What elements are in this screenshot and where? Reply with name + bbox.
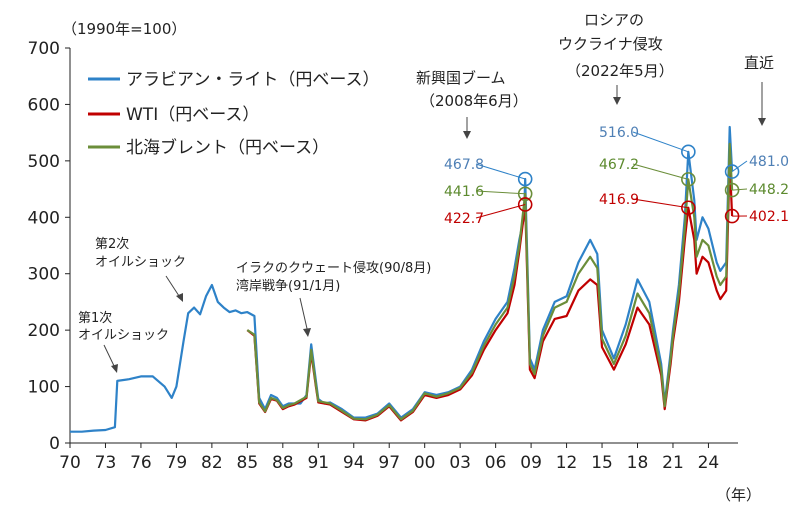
leader-line (632, 163, 689, 180)
x-tick-label: 76 (130, 453, 152, 473)
legend-label-arabian: アラビアン・ライト（円ベース） (126, 70, 379, 90)
series-layer (70, 125, 734, 433)
value-label-2008-brent: 441.6 (444, 184, 484, 200)
annotation-latest: 直近 (744, 54, 774, 126)
svg-text:オイルショック: オイルショック (95, 255, 186, 270)
x-tick-label: 97 (378, 453, 400, 473)
leader-line (731, 160, 748, 172)
value-label-2022-brent: 467.2 (599, 157, 639, 173)
svg-text:新興国ブーム: 新興国ブーム (416, 69, 506, 87)
value-labels: 467.8 441.6 422.7 516.0 467.2 416.9 481.… (444, 125, 789, 227)
annotation-oil-shock-1: 第1次 オイルショック (78, 310, 169, 373)
x-tick-label: 21 (662, 453, 684, 473)
legend: アラビアン・ライト（円ベース） WTI（円ベース） 北海ブレント（円ベース） (88, 70, 379, 158)
value-label-latest-brent: 448.2 (749, 182, 789, 198)
y-tick-label: 300 (28, 265, 60, 285)
x-tick-label: 12 (556, 453, 578, 473)
x-tick-label: 70 (59, 453, 81, 473)
x-tick-label: 79 (166, 453, 188, 473)
axes: 0 100 200 300 400 500 600 700 70 73 76 79 82 85 88 91 94… (28, 39, 738, 473)
peak-marker (517, 197, 533, 212)
annotation-russia: ロシアの ウクライナ侵攻 （2022年5月） (558, 11, 674, 105)
svg-text:イラクのクウェート侵攻(90/8月): イラクのクウェート侵攻(90/8月) (236, 260, 431, 276)
annotation-emerging-boom: 新興国ブーム （2008年6月） (416, 69, 528, 139)
x-tick-label: 91 (307, 453, 329, 473)
peak-marker (724, 164, 740, 179)
svg-text:第2次: 第2次 (95, 236, 129, 252)
x-tick-label: 06 (485, 453, 507, 473)
series-line-brent (246, 142, 734, 421)
leader-line (732, 188, 748, 191)
x-tick-label: 82 (201, 453, 223, 473)
value-label-2022-arabian: 516.0 (599, 125, 639, 141)
svg-text:オイルショック: オイルショック (78, 328, 169, 343)
x-tick-label: 18 (627, 453, 649, 473)
x-tick-label: 15 (591, 453, 613, 473)
leader-line (475, 163, 526, 180)
legend-label-wti: WTI（円ベース） (126, 105, 259, 125)
value-label-2008-arabian: 467.8 (444, 157, 484, 173)
svg-text:（2022年5月）: （2022年5月） (566, 62, 674, 80)
y-tick-label: 600 (28, 95, 60, 115)
x-tick-label: 03 (449, 453, 471, 473)
y-tick-label: 0 (49, 434, 60, 454)
peak-marker (517, 171, 533, 187)
svg-text:第1次: 第1次 (78, 310, 112, 326)
svg-text:直近: 直近 (744, 54, 774, 72)
leader-line (632, 131, 689, 153)
x-tick-label: 24 (698, 453, 720, 473)
svg-text:ロシアの: ロシアの (584, 11, 644, 29)
y-tick-label: 100 (28, 378, 60, 398)
svg-text:（2008年6月）: （2008年6月） (420, 92, 528, 110)
leader-line (475, 203, 526, 219)
y-tick-label: 200 (28, 321, 60, 341)
y-tick-label: 700 (28, 39, 60, 59)
value-label-latest-wti: 402.1 (749, 209, 789, 225)
x-tick-label: 73 (95, 453, 117, 473)
leader-line (475, 190, 526, 195)
value-label-2022-wti: 416.9 (599, 192, 639, 208)
x-tick-label: 00 (414, 453, 436, 473)
svg-text:ウクライナ侵攻: ウクライナ侵攻 (558, 35, 663, 53)
peak-marker (681, 172, 696, 187)
x-unit-label: （年） (716, 486, 761, 504)
peak-marker (681, 144, 696, 160)
value-label-latest-arabian: 481.0 (749, 154, 789, 170)
y-tick-label: 500 (28, 152, 60, 172)
value-label-2008-wti: 422.7 (444, 211, 484, 227)
svg-text:湾岸戦争(91/1月): 湾岸戦争(91/1月) (236, 278, 340, 294)
annotation-oil-shock-2: 第2次 オイルショック (95, 236, 186, 302)
x-tick-label: 85 (237, 453, 259, 473)
y-unit-label: （1990年=100） (62, 20, 186, 38)
legend-label-brent: 北海ブレント（円ベース） (126, 137, 329, 158)
x-tick-label: 09 (520, 453, 542, 473)
y-tick-label: 400 (28, 208, 60, 228)
x-tick-label: 88 (272, 453, 294, 473)
leader-line (632, 198, 689, 209)
annotation-gulf-war: イラクのクウェート侵攻(90/8月) 湾岸戦争(91/1月) (236, 260, 431, 337)
peak-marker (681, 200, 696, 216)
peak-markers (475, 131, 748, 224)
x-tick-label: 94 (343, 453, 365, 473)
